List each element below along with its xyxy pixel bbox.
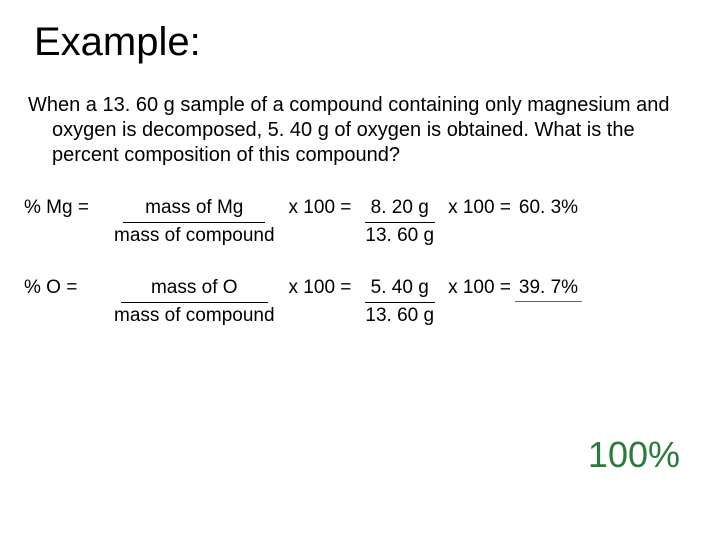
- o-times-2: x 100 =: [444, 276, 515, 301]
- mg-label: % Mg =: [24, 196, 104, 221]
- mg-times-1: x 100 =: [285, 196, 356, 221]
- equation-o: % O = mass of O mass of compound x 100 =…: [24, 276, 696, 328]
- mg-result: 60. 3%: [515, 196, 582, 221]
- o-result: 39. 7%: [515, 276, 582, 302]
- o-frac1-num: mass of O: [121, 276, 268, 303]
- slide: Example: When a 13. 60 g sample of a com…: [0, 0, 720, 540]
- o-fraction-1: mass of O mass of compound: [108, 276, 281, 328]
- mg-times-2: x 100 =: [444, 196, 515, 221]
- mg-frac1-den: mass of compound: [108, 223, 281, 249]
- o-frac1-den: mass of compound: [108, 303, 281, 329]
- o-times-1: x 100 =: [285, 276, 356, 301]
- o-fraction-2: 5. 40 g 13. 60 g: [359, 276, 440, 328]
- mg-fraction-2: 8. 20 g 13. 60 g: [359, 196, 440, 248]
- total-percent: 100%: [588, 434, 680, 476]
- o-frac2-den: 13. 60 g: [359, 303, 440, 329]
- mg-frac1-num: mass of Mg: [123, 196, 265, 223]
- equation-mg: % Mg = mass of Mg mass of compound x 100…: [24, 196, 696, 248]
- mg-frac2-num: 8. 20 g: [365, 196, 435, 223]
- mg-fraction-1: mass of Mg mass of compound: [108, 196, 281, 248]
- o-frac2-num: 5. 40 g: [365, 276, 435, 303]
- o-label: % O =: [24, 276, 104, 301]
- mg-frac2-den: 13. 60 g: [359, 223, 440, 249]
- problem-text: When a 13. 60 g sample of a compound con…: [48, 93, 696, 168]
- page-title: Example:: [34, 20, 696, 65]
